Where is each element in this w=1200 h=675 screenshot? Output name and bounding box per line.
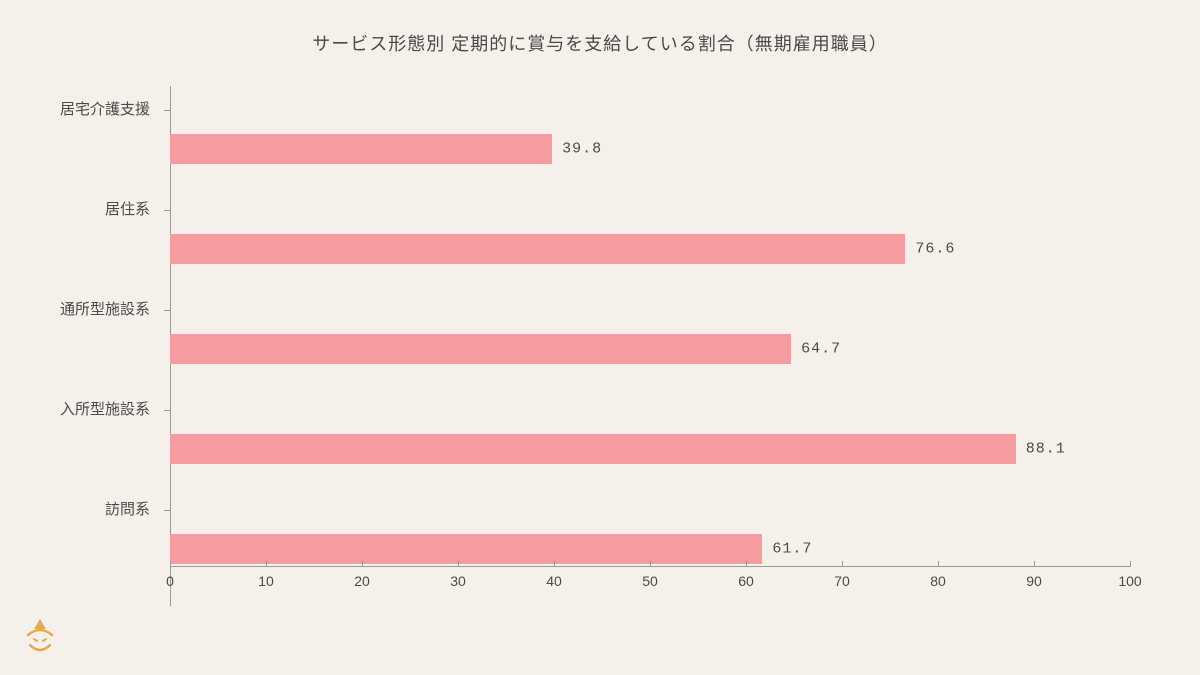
x-tick-label: 70 [834, 573, 850, 589]
x-tick-label: 80 [930, 573, 946, 589]
x-tick [746, 561, 747, 567]
x-tick [458, 561, 459, 567]
bar-value-label: 64.7 [801, 341, 841, 358]
x-tick-label: 0 [166, 573, 174, 589]
y-label: 居住系 [40, 186, 160, 234]
y-tick [164, 210, 170, 211]
bar: 76.6 [170, 234, 905, 264]
x-tick-label: 90 [1026, 573, 1042, 589]
x-tick-label: 100 [1118, 573, 1141, 589]
bar: 64.7 [170, 334, 791, 364]
y-tick [164, 510, 170, 511]
x-tick [842, 561, 843, 567]
x-tick [1034, 561, 1035, 567]
y-label: 訪問系 [40, 486, 160, 534]
bar-row: 76.6 [170, 234, 1130, 264]
bar-row: 64.7 [170, 334, 1130, 364]
bar-value-label: 76.6 [915, 241, 955, 258]
bar-value-label: 88.1 [1026, 441, 1066, 458]
bar-value-label: 61.7 [772, 541, 812, 558]
plot-area: 居宅介護支援 居住系 通所型施設系 入所型施設系 訪問系 39.8 76.6 [170, 86, 1130, 606]
x-tick [266, 561, 267, 567]
y-tick [164, 410, 170, 411]
x-tick [554, 561, 555, 567]
x-tick-label: 50 [642, 573, 658, 589]
x-tick [362, 561, 363, 567]
x-tick-label: 60 [738, 573, 754, 589]
x-axis: 0 10 20 30 40 50 60 70 80 90 100 [170, 566, 1130, 586]
y-label: 居宅介護支援 [40, 86, 160, 134]
bar-row: 88.1 [170, 434, 1130, 464]
bar: 88.1 [170, 434, 1016, 464]
chart-container: サービス形態別 定期的に賞与を支給している割合（無期雇用職員） 居宅介護支援 居… [0, 0, 1200, 675]
y-category-group: 通所型施設系 [40, 286, 160, 382]
y-label: 入所型施設系 [40, 386, 160, 434]
x-tick [170, 561, 171, 567]
bar-row: 39.8 [170, 134, 1130, 164]
y-category-group: 居宅介護支援 [40, 86, 160, 182]
x-tick-label: 30 [450, 573, 466, 589]
x-tick [938, 561, 939, 567]
bar: 61.7 [170, 534, 762, 564]
y-category-group: 居住系 [40, 186, 160, 282]
brand-logo-icon [18, 615, 62, 659]
y-label: 通所型施設系 [40, 286, 160, 334]
bar-value-label: 39.8 [562, 141, 602, 158]
y-category-group: 入所型施設系 [40, 386, 160, 482]
bar-row: 61.7 [170, 534, 1130, 564]
x-tick [650, 561, 651, 567]
bar: 39.8 [170, 134, 552, 164]
x-tick-label: 10 [258, 573, 274, 589]
x-tick-label: 40 [546, 573, 562, 589]
chart-title: サービス形態別 定期的に賞与を支給している割合（無期雇用職員） [40, 30, 1160, 56]
x-tick-label: 20 [354, 573, 370, 589]
y-axis: 居宅介護支援 居住系 通所型施設系 入所型施設系 訪問系 [40, 86, 160, 606]
y-category-group: 訪問系 [40, 486, 160, 582]
y-tick [164, 310, 170, 311]
x-tick [1130, 561, 1131, 567]
y-tick [164, 110, 170, 111]
